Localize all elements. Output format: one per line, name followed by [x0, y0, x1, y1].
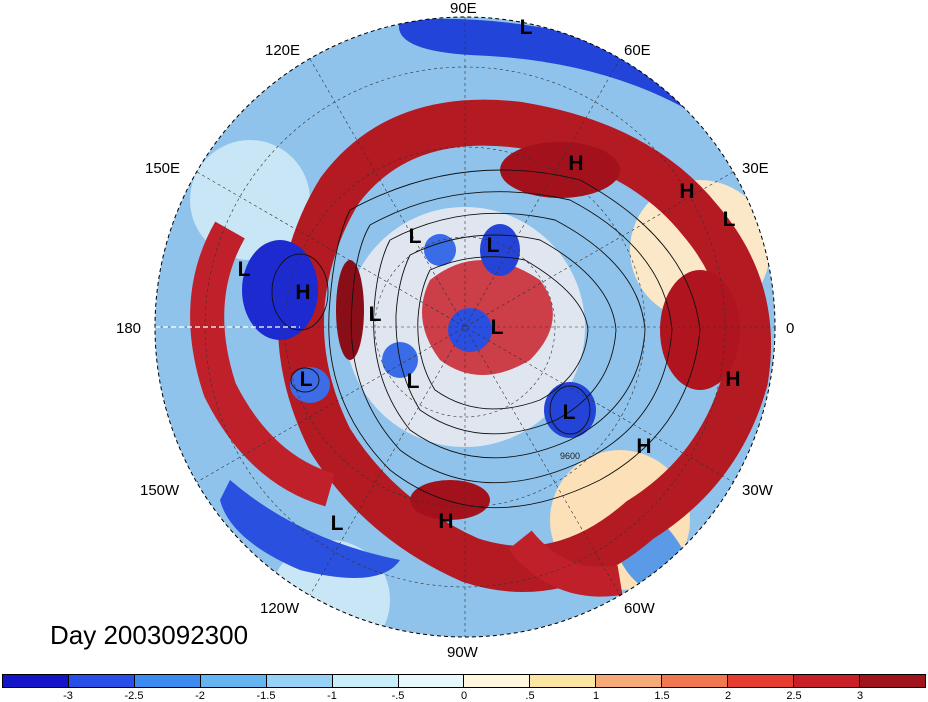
colorbar-tick-label: -3 — [63, 690, 73, 702]
colorbar-segment — [68, 675, 135, 687]
pressure-center: L — [562, 401, 576, 424]
pressure-center: L — [330, 512, 344, 535]
pressure-center: H — [725, 368, 741, 391]
pressure-center: H — [636, 435, 652, 458]
colorbar-tick-label: -.5 — [391, 690, 405, 702]
lon-label-60w: 60W — [624, 600, 655, 617]
colorbar-tick-label: 2.5 — [786, 690, 802, 702]
anomaly-field — [155, 17, 775, 637]
colorbar-tick-label: -1 — [327, 690, 337, 702]
pressure-center: L — [486, 234, 500, 257]
colorbar-segment — [200, 675, 267, 687]
colorbar-tick-label: 0 — [460, 690, 468, 702]
colorbar-segment — [464, 675, 531, 687]
colorbar-tick-label: -2.5 — [124, 690, 144, 702]
lon-label-120w: 120W — [260, 600, 300, 617]
colorbar-segment — [3, 675, 69, 687]
colorbar-segment — [398, 675, 465, 687]
height-contours — [271, 169, 701, 509]
colorbar-segment — [859, 675, 925, 687]
colorbar-tick-label: 2 — [724, 690, 732, 702]
pressure-center: H — [568, 152, 584, 175]
lon-label-0: 0 — [786, 320, 795, 337]
pressure-center: L — [299, 368, 313, 391]
colorbar-segment — [266, 675, 333, 687]
colorbar-segment — [728, 675, 795, 687]
pressure-center: L — [722, 208, 736, 231]
colorbar-tick-label: -1.5 — [256, 690, 276, 702]
colorbar-tick-label: .5 — [525, 690, 535, 702]
lon-label-30w: 30W — [742, 482, 773, 499]
pressure-center: H — [438, 510, 454, 533]
pressure-center: L — [490, 316, 504, 339]
pressure-center: L — [408, 225, 422, 248]
colorbar-segment — [794, 675, 860, 687]
colorbar-segment — [662, 675, 729, 687]
map-boundary — [154, 16, 776, 638]
colorbar-segment — [134, 675, 201, 687]
lon-label-30e: 30E — [742, 160, 769, 177]
colorbar-segment — [332, 675, 399, 687]
lon-label-180: 180 — [116, 320, 142, 337]
contour-label: 9600 — [560, 451, 581, 461]
colorbar-tick-label: -2 — [195, 690, 205, 702]
pressure-center: H — [679, 180, 695, 203]
colorbar-segment — [530, 675, 597, 687]
pressure-center: L — [519, 16, 533, 39]
colorbar-tick-label: 1.5 — [654, 690, 670, 702]
lon-label-120e: 120E — [265, 42, 301, 59]
day-title: Day 2003092300 — [50, 620, 249, 650]
lon-label-90w: 90W — [447, 644, 478, 661]
colorbar-segment — [596, 675, 663, 687]
pressure-center: H — [295, 281, 311, 304]
colorbar-tick-label: 3 — [856, 690, 864, 702]
colorbar-tick-label: 1 — [592, 690, 600, 702]
lon-label-60e: 60E — [624, 42, 651, 59]
pressure-center: L — [406, 370, 420, 393]
pressure-center: L — [237, 258, 251, 281]
colorbar — [2, 674, 926, 688]
pressure-center: L — [368, 303, 382, 326]
lon-label-150e: 150E — [145, 160, 181, 177]
graticule — [155, 17, 775, 637]
lon-label-90e: 90E — [450, 0, 477, 17]
lon-label-150w: 150W — [140, 482, 180, 499]
